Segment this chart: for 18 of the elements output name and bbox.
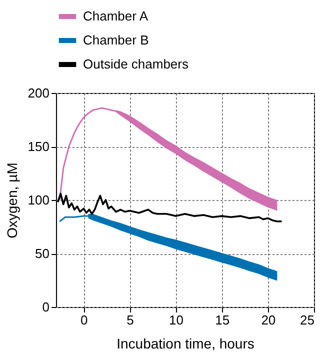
legend-label: Outside chambers	[83, 56, 189, 72]
y-tick-label: 0	[42, 300, 50, 314]
x-tick-label: 15	[215, 312, 230, 328]
legend-label: Chamber B	[83, 32, 149, 48]
y-tick-label: 200	[28, 86, 50, 100]
line-series	[58, 107, 278, 206]
x-axis-title: Incubation time, hours	[116, 336, 254, 352]
x-tick-label: 20	[261, 312, 276, 328]
y-tick-label: 100	[28, 192, 50, 208]
x-tick-label: 10	[169, 312, 184, 328]
legend-label: Chamber A	[83, 8, 148, 24]
x-tick-label: 0	[80, 312, 88, 328]
y-tick-label: 150	[28, 139, 50, 154]
y-tick-label: 50	[35, 246, 50, 261]
x-tick-label: 5	[126, 312, 134, 328]
line-series	[58, 215, 278, 277]
x-tick-label: 25	[300, 312, 314, 328]
y-axis-title: Oxygen, µM	[4, 162, 20, 238]
